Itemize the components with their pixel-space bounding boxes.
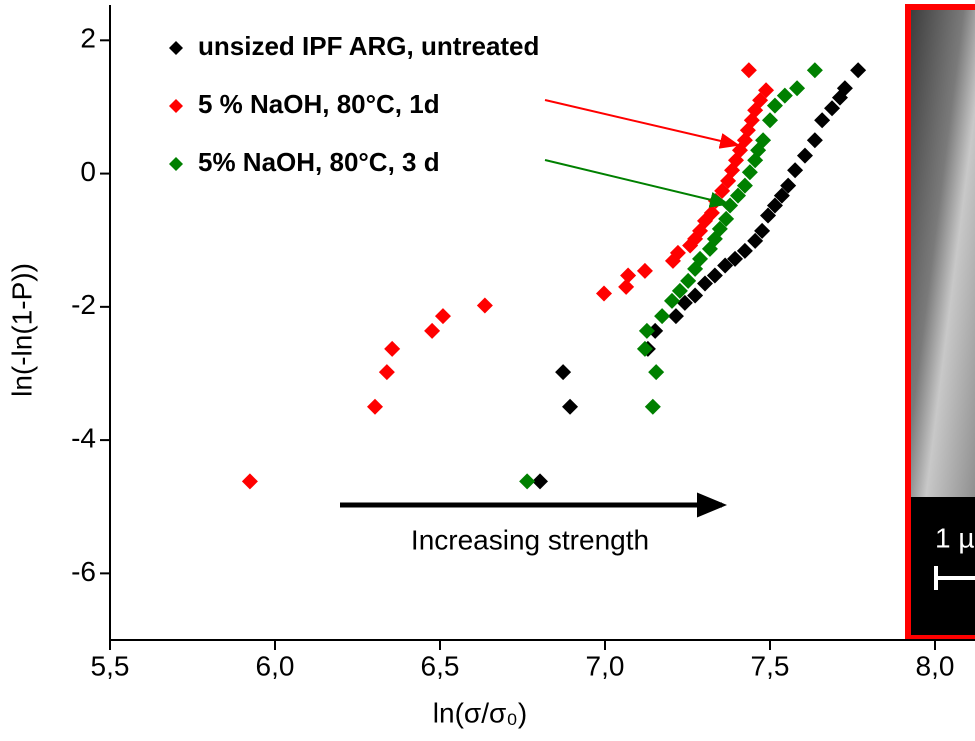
data-point xyxy=(676,294,693,311)
data-point xyxy=(519,473,536,490)
data-point xyxy=(740,62,757,79)
data-point xyxy=(671,282,688,299)
y-tick-label: -4 xyxy=(71,422,96,453)
data-point xyxy=(836,80,853,97)
data-point xyxy=(644,398,661,415)
data-point xyxy=(384,340,401,357)
data-point xyxy=(638,322,655,339)
data-point xyxy=(647,322,664,339)
data-point xyxy=(773,187,790,204)
data-point xyxy=(596,285,613,302)
legend-marker xyxy=(169,157,183,171)
data-point xyxy=(824,100,841,117)
data-point xyxy=(796,147,813,164)
legend-arrow xyxy=(544,99,740,149)
data-point xyxy=(760,207,777,224)
data-point xyxy=(531,473,548,490)
inset-image: 1 µm xyxy=(905,4,975,641)
data-point xyxy=(620,267,637,284)
data-point xyxy=(850,62,867,79)
data-point xyxy=(687,287,704,304)
data-point xyxy=(747,232,764,249)
legend-marker xyxy=(169,41,183,55)
data-point xyxy=(729,187,746,204)
legend-arrow xyxy=(544,159,730,208)
data-point xyxy=(736,242,753,259)
data-point xyxy=(755,132,772,149)
y-tick-label: -6 xyxy=(71,556,96,587)
data-point xyxy=(780,177,797,194)
data-point xyxy=(434,308,451,325)
data-point xyxy=(806,132,823,149)
x-tick-label: 7,0 xyxy=(586,650,625,681)
legend-label: unsized IPF ARG, untreated xyxy=(198,31,539,61)
x-tick-label: 6,0 xyxy=(256,650,295,681)
data-point xyxy=(680,272,697,289)
data-point xyxy=(703,204,720,221)
data-point xyxy=(667,308,684,325)
legend-label: 5% NaOH, 80°C, 3 d xyxy=(198,147,440,177)
data-point xyxy=(776,87,793,104)
data-point xyxy=(766,97,783,114)
y-tick-label: 2 xyxy=(80,23,96,54)
data-point xyxy=(741,164,758,181)
scale-label: 1 µm xyxy=(935,522,975,553)
data-point xyxy=(766,197,783,214)
data-point xyxy=(664,252,681,269)
legend-label: 5 % NaOH, 80°C, 1d xyxy=(198,89,440,119)
x-tick-label: 7,5 xyxy=(751,650,790,681)
y-tick-label: 0 xyxy=(80,156,96,187)
data-point xyxy=(717,257,734,274)
data-point xyxy=(736,177,753,194)
annotation: Increasing strength xyxy=(411,524,649,555)
data-point xyxy=(476,297,493,314)
data-point xyxy=(762,112,778,129)
data-point xyxy=(648,364,665,381)
data-point xyxy=(636,262,653,279)
data-point xyxy=(727,250,744,267)
x-tick-label: 5,5 xyxy=(91,650,130,681)
data-point xyxy=(814,112,831,129)
data-point xyxy=(378,364,395,381)
data-point xyxy=(692,250,709,267)
data-point xyxy=(562,398,579,415)
data-point xyxy=(241,473,258,490)
data-point xyxy=(711,220,728,237)
data-point xyxy=(718,210,735,227)
x-tick-label: 8,0 xyxy=(916,650,955,681)
data-point xyxy=(754,222,771,239)
data-point xyxy=(696,275,713,292)
data-point xyxy=(669,244,686,261)
y-axis-label: ln(-ln(1-P)) xyxy=(6,263,37,397)
inset-scale-band xyxy=(911,497,975,635)
data-point xyxy=(424,322,441,339)
data-point xyxy=(789,80,806,97)
legend-marker xyxy=(169,99,183,113)
data-point xyxy=(366,398,383,415)
x-axis-label: ln(σ/σ₀) xyxy=(433,697,527,728)
data-point xyxy=(806,62,823,79)
data-point xyxy=(787,162,804,179)
data-point xyxy=(618,278,635,295)
x-tick-label: 6,5 xyxy=(421,650,460,681)
data-point xyxy=(706,267,723,284)
y-tick-label: -2 xyxy=(71,289,96,320)
data-point xyxy=(555,364,572,381)
data-point xyxy=(663,292,680,309)
data-point xyxy=(636,340,653,357)
data-point xyxy=(654,308,671,325)
data-point xyxy=(758,82,775,99)
